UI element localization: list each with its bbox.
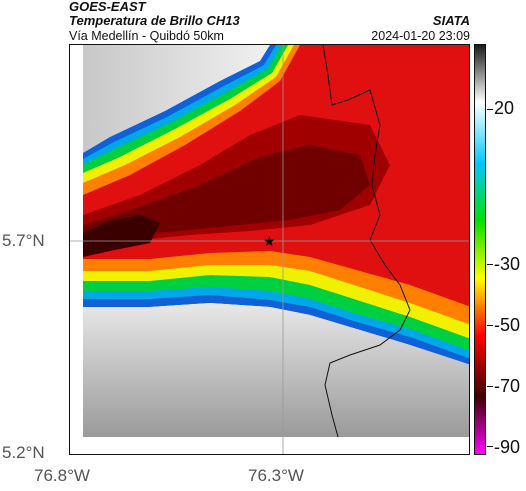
agency-label: SIATA — [432, 13, 470, 28]
map-panel[interactable]: ★ — [69, 44, 470, 455]
colorbar-tick — [487, 264, 493, 265]
colorbar-tick — [487, 446, 493, 447]
lon-label-76-3: 76.3°W — [248, 466, 304, 485]
colorbar-tick — [487, 325, 493, 326]
datetime-label: 2024-01-20 23:09 — [371, 29, 470, 43]
colorbar — [474, 44, 486, 455]
lon-label-76-8: 76.8°W — [34, 466, 90, 485]
colorbar-label-20: 20 — [494, 98, 515, 118]
colorbar-label-minus-30: -30 — [494, 254, 521, 274]
lat-label-5-2: 5.2°N — [2, 443, 45, 462]
lat-label-5-7: 5.7°N — [2, 231, 45, 250]
colorbar-tick — [487, 386, 493, 387]
star-icon: ★ — [263, 234, 276, 250]
colorbar-label-minus-90: -90 — [494, 437, 521, 457]
colorbar-label-minus-70: -70 — [494, 376, 521, 396]
area-subtitle: Vía Medellín - Quibdó 50km — [69, 29, 224, 43]
colorbar-label-minus-50: -50 — [494, 315, 521, 335]
brightness-temperature-map: ★ — [70, 45, 469, 454]
colorbar-tick — [487, 109, 493, 110]
satellite-name: GOES-EAST — [69, 0, 146, 14]
product-title: Temperatura de Brillo CH13 — [69, 13, 240, 28]
